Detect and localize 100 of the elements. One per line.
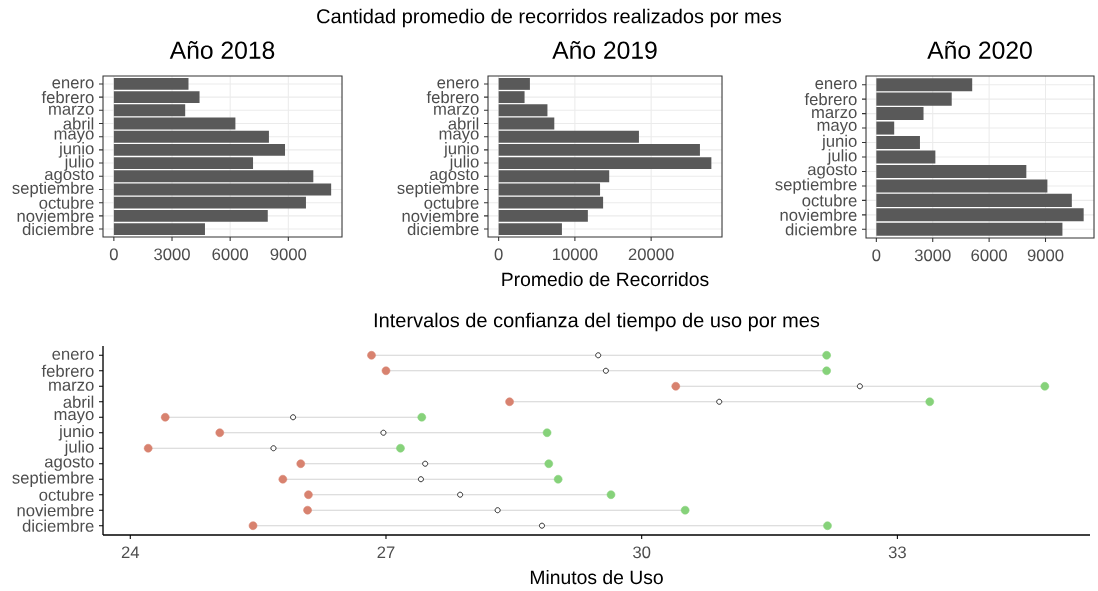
y-tick-label: noviembre (402, 209, 479, 222)
y-tick-label: abril (63, 117, 94, 130)
y-tick-label: diciembre (22, 222, 94, 236)
y-tick-label: enero (437, 79, 479, 89)
x-tick-label: 27 (377, 546, 395, 558)
point (303, 505, 312, 515)
point (304, 490, 313, 499)
x-tick-label: 0 (109, 248, 118, 261)
bar (876, 222, 1063, 236)
y-tick-label: marzo (49, 381, 94, 391)
y-tick-label: julio (64, 440, 94, 456)
x-tick-label: 10000 (552, 248, 598, 261)
point (422, 460, 429, 467)
point (143, 443, 153, 453)
point (215, 428, 225, 438)
point (270, 445, 277, 452)
point (290, 414, 297, 421)
y-tick-label: agosto (44, 456, 94, 471)
y-tick-label: febrero (804, 93, 857, 106)
point (1040, 382, 1050, 391)
y-tick-label: octubre (39, 488, 94, 501)
bar (113, 117, 236, 130)
y-tick-label: diciembre (407, 222, 479, 236)
y-tick-label: octubre (802, 194, 857, 207)
point (595, 352, 602, 359)
bar (876, 78, 973, 92)
x-tick-label: 0 (872, 249, 881, 262)
x-axis-title: Minutos de Uso (530, 569, 663, 585)
y-tick-label: enero (52, 350, 94, 360)
y-tick-label: junio (58, 424, 94, 441)
point (381, 366, 391, 376)
y-tick-label: mayo (54, 411, 94, 424)
y-tick-label: febrero (41, 90, 94, 104)
y-tick-label: septiembre (12, 471, 94, 487)
x-tick-label: 6000 (212, 248, 249, 261)
chart-subtitle: Año 2019 (552, 41, 657, 59)
point (296, 459, 306, 468)
x-tick-label: 3000 (154, 248, 190, 261)
point (606, 490, 616, 499)
point (716, 398, 723, 405)
bar (498, 183, 601, 196)
point (542, 428, 552, 438)
point (160, 412, 170, 422)
y-tick-label: diciembre (22, 519, 94, 532)
y-tick-label: febrero (426, 90, 479, 104)
point (602, 367, 609, 374)
bar (113, 183, 332, 196)
point (823, 521, 832, 530)
y-tick-label: octubre (39, 196, 94, 209)
y-tick-label: mayo (817, 121, 857, 135)
point (539, 522, 545, 529)
y-tick-label: agosto (807, 164, 857, 179)
chart-title: Intervalos de confianza del tiempo de uso por mes (374, 312, 820, 332)
x-axis-title: Promedio de Recorridos (502, 271, 709, 287)
x-tick-label: 24 (121, 546, 140, 558)
y-tick-label: marzo (49, 105, 94, 115)
point (417, 412, 427, 422)
point (505, 397, 514, 407)
point (925, 397, 935, 407)
point (553, 474, 563, 484)
chart-title: Año 2020 (927, 41, 1032, 59)
chart-title: Año 2018 (169, 41, 275, 59)
y-tick-label: marzo (812, 109, 857, 119)
point (278, 474, 288, 484)
y-tick-label: septiembre (775, 178, 857, 194)
point (418, 476, 424, 483)
x-tick-label: 9000 (270, 248, 307, 261)
y-tick-label: noviembre (780, 208, 857, 221)
point (671, 382, 681, 391)
x-tick-label: 6000 (971, 249, 1007, 262)
point (494, 507, 501, 514)
point (248, 521, 258, 530)
y-tick-label: mayo (54, 130, 94, 143)
y-tick-label: mayo (439, 130, 479, 143)
x-tick-label: 0 (494, 248, 503, 261)
bar (498, 117, 555, 130)
point (380, 429, 387, 436)
point (544, 459, 554, 468)
y-tick-label: julio (827, 149, 857, 165)
x-tick-label: 3000 (914, 249, 951, 262)
y-tick-label: octubre (424, 196, 479, 209)
point (367, 351, 376, 360)
x-tick-label: 20000 (628, 248, 674, 261)
y-tick-label: noviembre (17, 209, 94, 222)
point (396, 443, 405, 453)
chart-title: Cantidad promedio de recorridos realizados por mes (317, 8, 782, 28)
point (680, 505, 690, 515)
y-tick-label: febrero (41, 364, 94, 377)
y-tick-label: junio (821, 134, 857, 151)
y-tick-label: enero (52, 79, 94, 89)
x-tick-label: 9000 (1027, 249, 1064, 262)
y-tick-label: diciembre (785, 223, 857, 236)
point (822, 351, 831, 360)
y-tick-label: marzo (434, 105, 479, 115)
x-tick-label: 30 (633, 546, 651, 559)
point (856, 383, 863, 390)
y-tick-label: enero (815, 80, 857, 90)
y-tick-label: noviembre (17, 504, 94, 517)
y-tick-label: abril (63, 395, 94, 408)
point (457, 491, 464, 498)
